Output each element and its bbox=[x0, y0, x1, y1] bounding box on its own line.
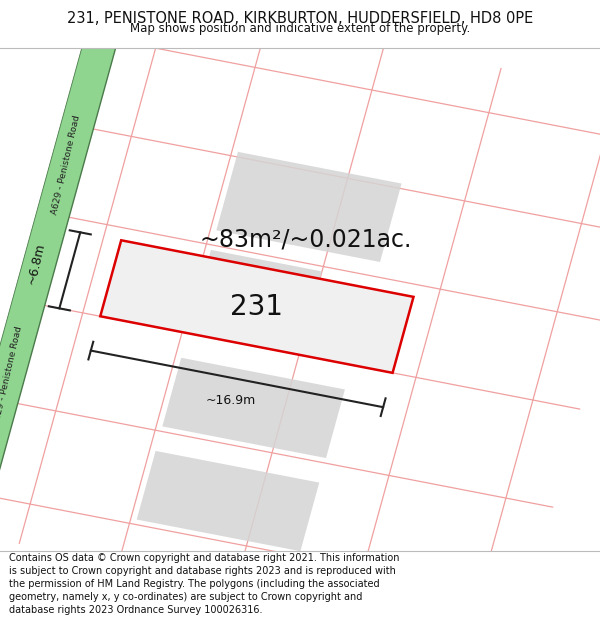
Polygon shape bbox=[100, 240, 413, 373]
Polygon shape bbox=[188, 250, 322, 355]
Text: Contains OS data © Crown copyright and database right 2021. This information
is : Contains OS data © Crown copyright and d… bbox=[9, 554, 400, 614]
Text: ~16.9m: ~16.9m bbox=[206, 394, 256, 408]
Polygon shape bbox=[163, 357, 345, 458]
Text: ~83m²/~0.021ac.: ~83m²/~0.021ac. bbox=[200, 228, 412, 252]
Text: A629 - Penistone Road: A629 - Penistone Road bbox=[50, 114, 82, 216]
Polygon shape bbox=[137, 451, 319, 551]
Text: 231, PENISTONE ROAD, KIRKBURTON, HUDDERSFIELD, HD8 0PE: 231, PENISTONE ROAD, KIRKBURTON, HUDDERS… bbox=[67, 11, 533, 26]
Text: ~6.8m: ~6.8m bbox=[25, 242, 47, 286]
Polygon shape bbox=[217, 152, 401, 262]
Text: 231: 231 bbox=[230, 292, 283, 321]
Text: Map shows position and indicative extent of the property.: Map shows position and indicative extent… bbox=[130, 22, 470, 34]
Polygon shape bbox=[0, 0, 150, 609]
Text: A629 - Penistone Road: A629 - Penistone Road bbox=[0, 325, 24, 427]
